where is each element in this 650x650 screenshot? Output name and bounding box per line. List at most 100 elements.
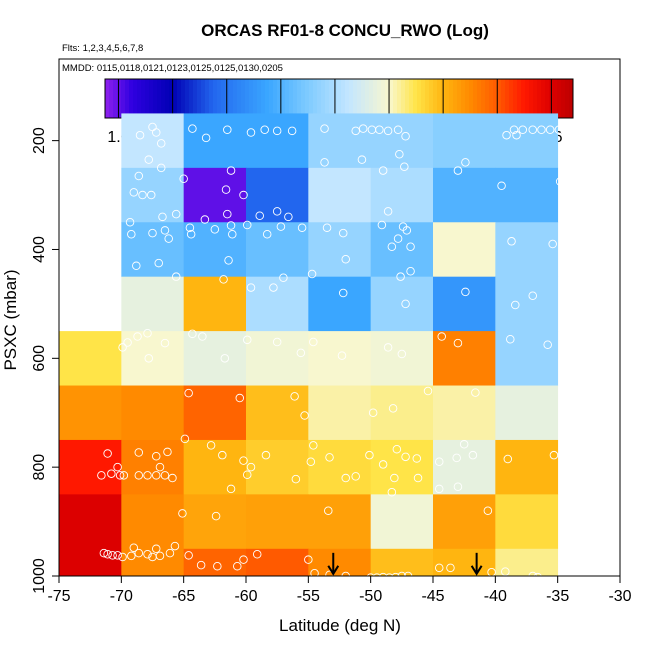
sample-point: [434, 563, 444, 573]
colorbar-swatch: [485, 79, 490, 118]
sample-point: [179, 174, 188, 183]
colorbar-swatch: [457, 79, 462, 118]
colorbar-swatch: [477, 79, 482, 118]
heatmap-cell: [183, 385, 247, 441]
sample-point: [134, 471, 144, 480]
down-arrow-head: [327, 565, 340, 576]
sample-point: [134, 448, 144, 457]
sample-point: [528, 125, 537, 134]
sample-point: [143, 549, 152, 559]
colorbar-swatch: [181, 79, 186, 118]
colorbar-swatch: [569, 79, 574, 118]
colorbar-swatch: [241, 79, 246, 118]
colorbar-swatch: [285, 79, 290, 118]
sample-point: [147, 190, 156, 200]
x-tick-label: -30: [608, 588, 631, 605]
sample-point: [127, 229, 136, 239]
sample-point: [388, 404, 398, 413]
sample-point: [119, 471, 129, 480]
y-axis: 200 400 600 800 1000: [31, 127, 59, 594]
y-tick-label: 1000: [31, 558, 48, 594]
colorbar-swatch: [149, 79, 154, 118]
colorbar-swatch: [113, 79, 118, 118]
colorbar-swatch: [481, 79, 486, 118]
sample-point: [108, 551, 117, 560]
heatmap-cell: [370, 222, 434, 278]
colorbar-swatch: [141, 79, 146, 118]
sample-point: [391, 572, 400, 582]
sample-point: [459, 440, 469, 449]
colorbar-swatch: [105, 79, 110, 118]
colorbar-swatch: [249, 79, 254, 118]
heatmap-cell: [495, 548, 559, 577]
heatmap-cell: [246, 494, 309, 550]
sample-point: [103, 549, 112, 559]
colorbar-swatch: [245, 79, 250, 118]
heatmap-cell: [495, 385, 559, 441]
heatmap-cell: [495, 439, 559, 495]
heatmap-cell: [246, 276, 309, 332]
sample-point: [397, 349, 407, 359]
sample-point: [563, 234, 572, 243]
colorbar-swatch: [305, 79, 310, 118]
sample-point: [151, 128, 161, 137]
sample-point: [387, 242, 397, 252]
colorbar-swatch: [553, 79, 558, 118]
sample-point: [144, 354, 154, 363]
sample-point: [226, 166, 236, 175]
sample-point: [406, 242, 415, 252]
sample-point: [378, 166, 388, 175]
sample-point: [518, 125, 528, 134]
colorbar-swatch: [253, 79, 258, 118]
heatmap-cell: [121, 494, 185, 550]
heatmap-cell: [495, 222, 559, 278]
y-tick-label: 200: [31, 127, 48, 154]
heatmap-cell: [308, 222, 372, 278]
colorbar-swatch: [381, 79, 386, 118]
sample-point: [113, 462, 122, 472]
colorbar-swatch: [173, 79, 178, 118]
colorbar-swatch: [321, 79, 326, 118]
colorbar-swatch: [509, 79, 514, 118]
sample-point: [213, 561, 222, 571]
heatmap-cell: [308, 494, 372, 550]
colorbar-swatch: [469, 79, 474, 118]
y-tick-label: 800: [31, 454, 48, 481]
colorbar-swatch: [133, 79, 138, 118]
sample-point: [507, 237, 516, 246]
sample-point: [453, 166, 463, 175]
heatmap-cell: [246, 113, 309, 169]
sample-point: [284, 212, 293, 222]
colorbar-swatch: [161, 79, 166, 118]
sample-point: [291, 474, 301, 484]
colorbar-swatch: [289, 79, 294, 118]
sample-point: [252, 549, 262, 559]
x-tick-label: -70: [110, 588, 133, 605]
sample-point: [239, 456, 248, 465]
sample-point: [437, 332, 446, 341]
colorbar-swatch: [125, 79, 130, 118]
colorbar-swatch: [393, 79, 398, 118]
heatmap-cell: [246, 167, 309, 223]
sample-point: [168, 473, 177, 483]
sample-point: [468, 450, 478, 460]
heatmap-cell: [370, 331, 434, 386]
colorbar-swatch: [385, 79, 390, 118]
colorbar-swatch: [185, 79, 190, 118]
sample-point: [223, 125, 232, 134]
sample-point: [287, 126, 297, 136]
sample-point: [127, 551, 136, 561]
colorbar-swatch: [177, 79, 182, 118]
heatmap-cell: [246, 439, 309, 495]
sample-point: [226, 221, 236, 230]
sample-point: [413, 473, 423, 483]
heatmap-cell: [433, 439, 496, 495]
heatmap-cell: [308, 276, 372, 332]
colorbar-swatch: [537, 79, 542, 118]
sample-point: [151, 452, 161, 461]
sample-point: [143, 329, 152, 338]
sample-point: [224, 256, 233, 265]
colorbar-swatch: [117, 79, 122, 118]
colorbar-swatch: [525, 79, 530, 118]
